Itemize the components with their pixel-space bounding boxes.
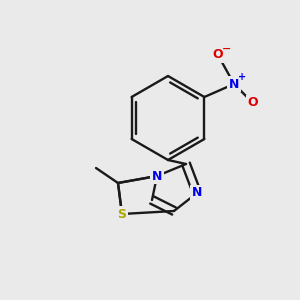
Text: +: + [238, 72, 246, 82]
Text: N: N [229, 77, 239, 91]
Text: O: O [248, 97, 258, 110]
Text: N: N [152, 169, 162, 182]
Text: −: − [222, 44, 232, 54]
Text: O: O [213, 49, 223, 62]
Text: S: S [118, 208, 127, 220]
Text: N: N [192, 187, 202, 200]
